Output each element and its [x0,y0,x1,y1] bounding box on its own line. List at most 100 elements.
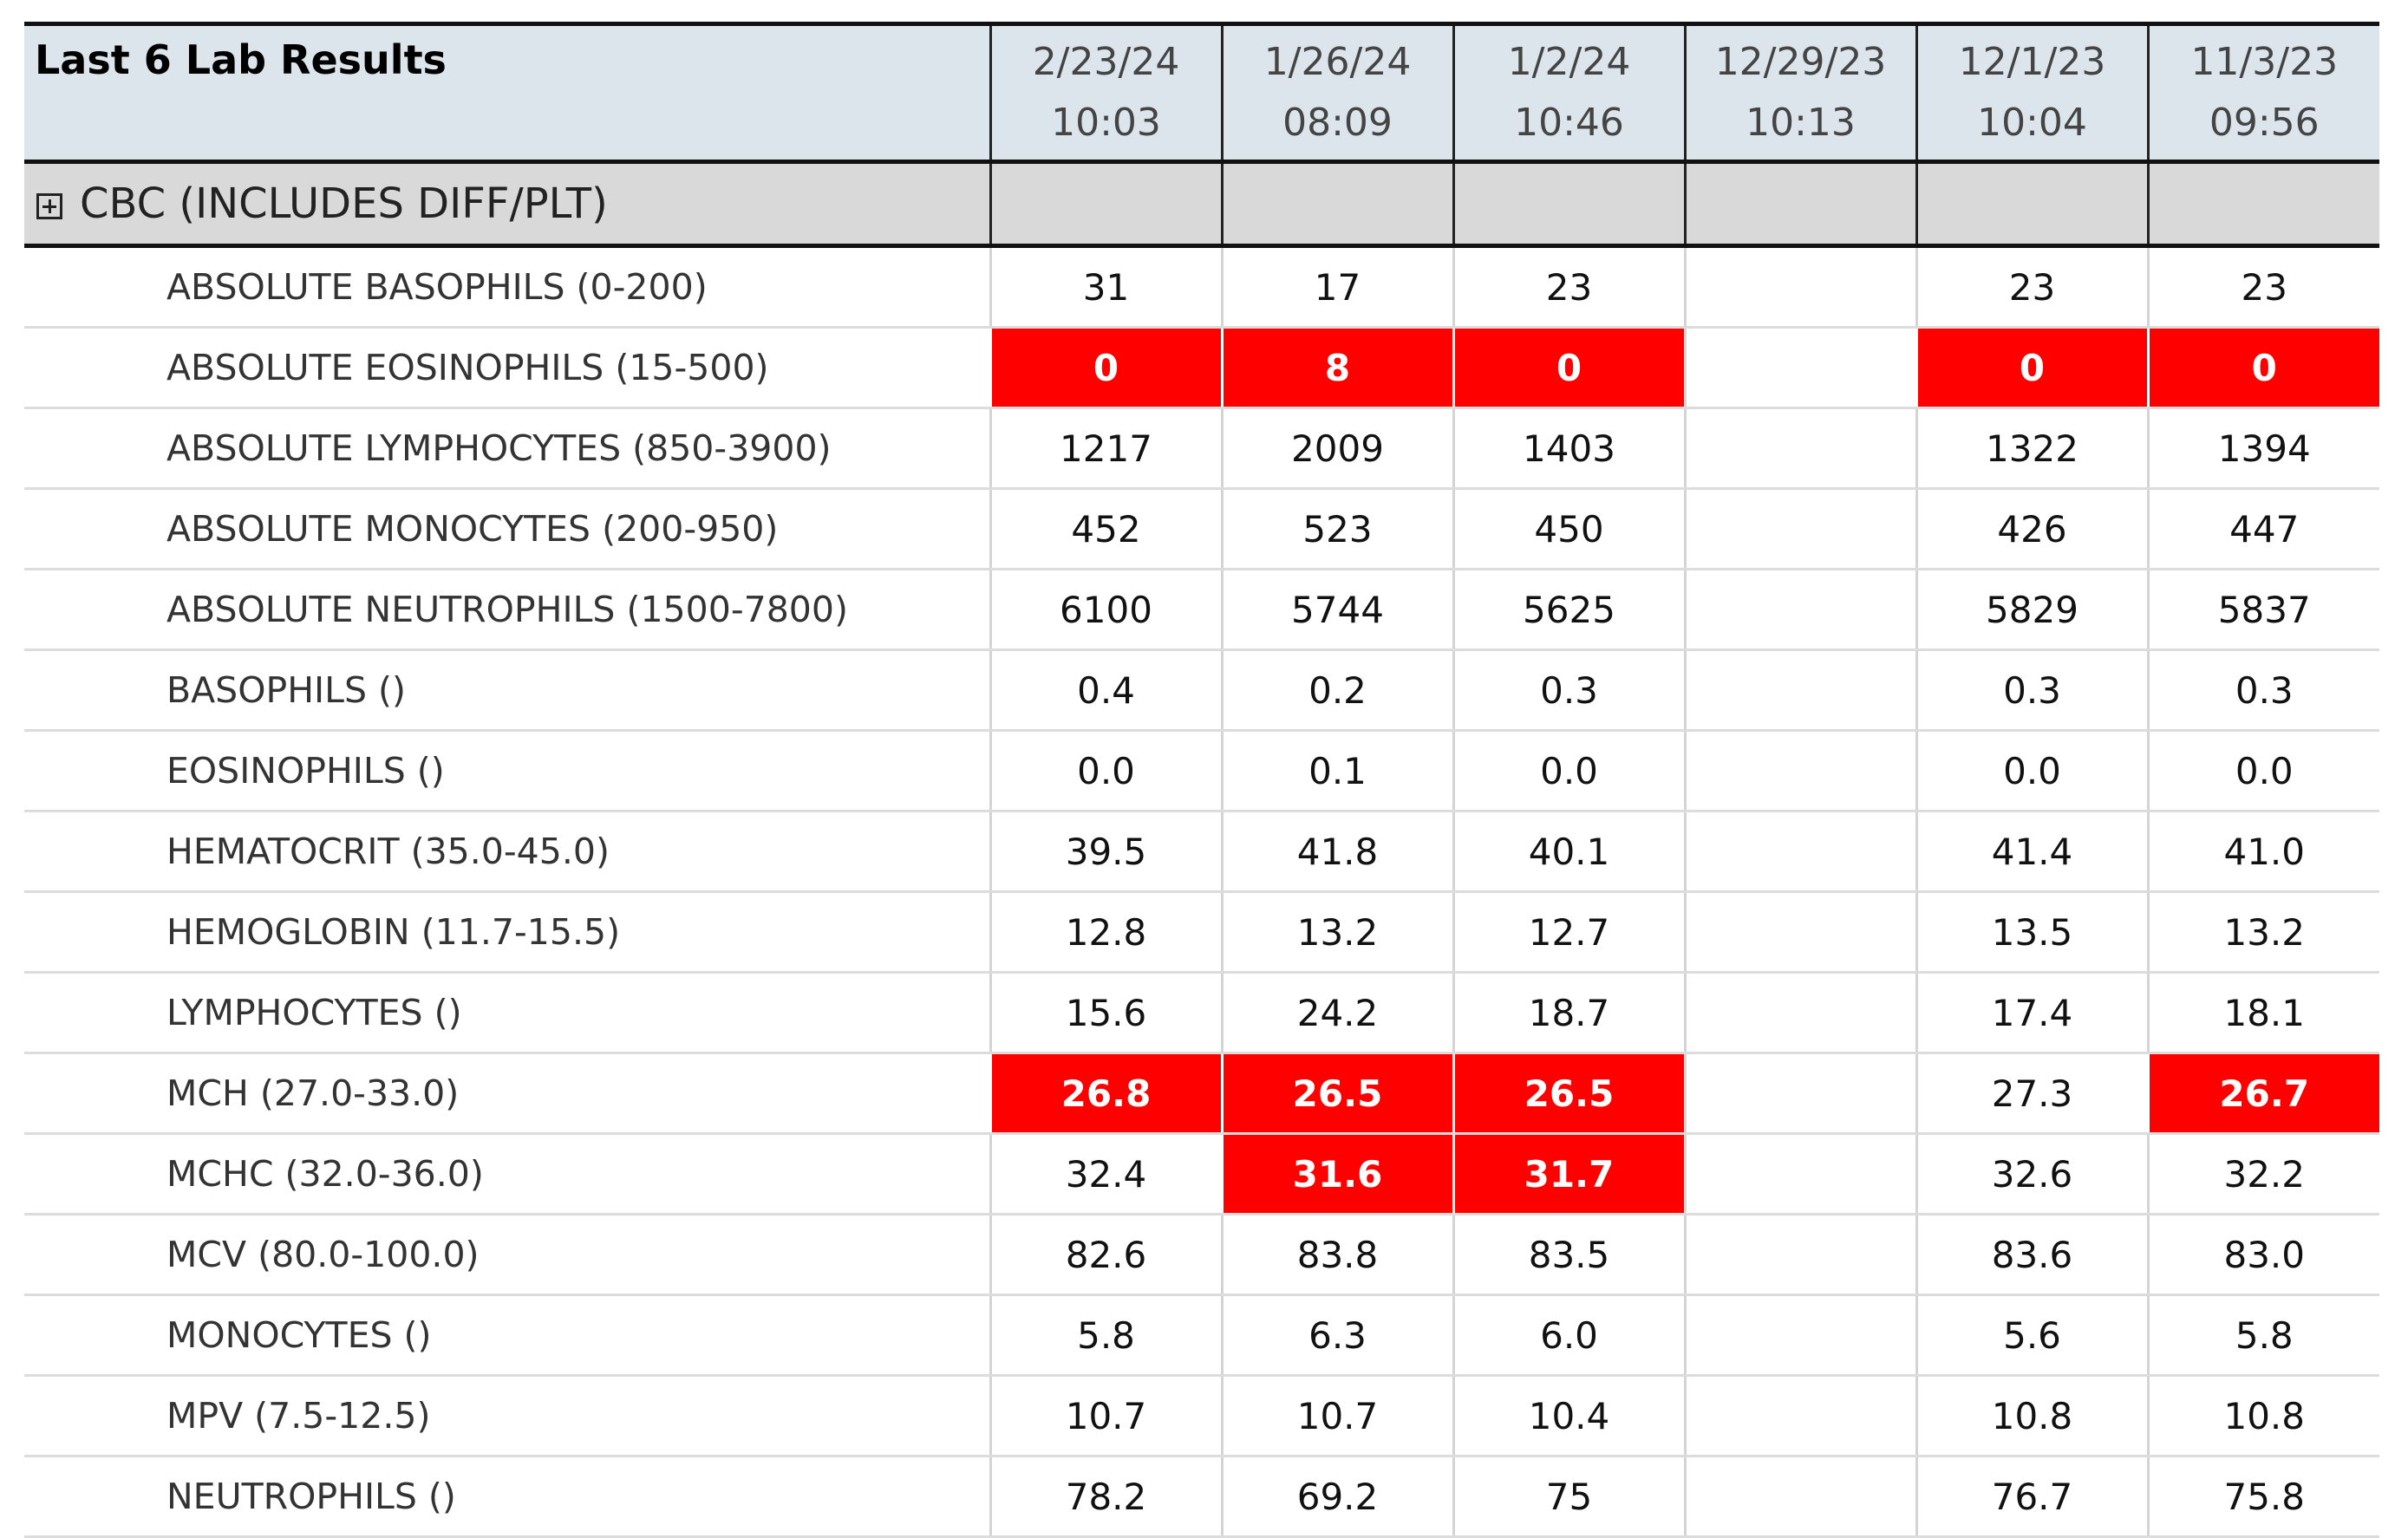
abnormal-value: 0 [989,327,1222,409]
result-value [1683,488,1916,570]
column-time: 09:56 [2209,101,2320,145]
column-time: 10:04 [1977,101,2087,145]
result-row: HEMOGLOBIN (11.7-15.5) 12.8 13.2 12.7 13.5 13… [24,891,2379,974]
result-value: 0.1 [1220,730,1453,812]
group-empty-cell [1683,161,1916,248]
column-date: 1/2/24 [1507,40,1631,84]
result-row: HEMATOCRIT (35.0-45.0) 39.5 41.8 40.1 41.4 41… [24,811,2379,893]
result-value [1683,1456,1916,1538]
result-value: 5625 [1452,569,1685,651]
result-value: 5.6 [1915,1294,2148,1377]
column-header: 12/1/23 10:04 [1915,22,2148,164]
result-value: 1217 [989,407,1222,490]
result-value [1683,1294,1916,1377]
result-value: 13.2 [2146,891,2379,974]
result-value: 10.8 [2146,1375,2379,1457]
result-value: 17 [1220,245,1453,329]
column-time: 10:46 [1514,101,1624,145]
abnormal-value: 26.5 [1452,1052,1685,1135]
column-date: 12/29/23 [1714,40,1887,84]
result-value: 6.0 [1452,1294,1685,1377]
result-value: 10.7 [989,1375,1222,1457]
test-name: ABSOLUTE BASOPHILS (0-200) [24,245,990,329]
test-name: HEMATOCRIT (35.0-45.0) [24,811,990,893]
test-name: EOSINOPHILS () [24,730,990,812]
group-cell[interactable]: CBC (INCLUDES DIFF/PLT) [24,161,990,248]
result-value: 83.6 [1915,1214,2148,1296]
result-value [1683,1133,1916,1215]
result-value: 41.8 [1220,811,1453,893]
result-value: 83.8 [1220,1214,1453,1296]
result-row: ABSOLUTE BASOPHILS (0-200) 31 17 23 23 23 [24,245,2379,329]
result-value [1683,1214,1916,1296]
test-name: ABSOLUTE MONOCYTES (200-950) [24,488,990,570]
column-date: 11/3/23 [2190,40,2339,84]
result-row: MONOCYTES () 5.8 6.3 6.0 5.6 5.8 [24,1294,2379,1377]
result-value: 83.0 [2146,1214,2379,1296]
result-value: 0.0 [1915,730,2148,812]
result-value: 0.3 [2146,649,2379,732]
column-header: 12/29/23 10:13 [1683,22,1916,164]
result-value: 447 [2146,488,2379,570]
column-header: 2/23/24 10:03 [989,22,1222,164]
result-value [1683,972,1916,1054]
result-value: 69.2 [1220,1456,1453,1538]
result-value: 12.8 [989,891,1222,974]
result-value: 18.1 [2146,972,2379,1054]
result-value: 2009 [1220,407,1453,490]
result-value [1683,407,1916,490]
test-name: MCHC (32.0-36.0) [24,1133,990,1215]
test-name: MCV (80.0-100.0) [24,1214,990,1296]
group-row[interactable]: CBC (INCLUDES DIFF/PLT) [24,161,2379,248]
result-row: MCH (27.0-33.0) 26.8 26.5 26.5 27.3 26.7 [24,1052,2379,1135]
result-value: 75.8 [2146,1456,2379,1538]
result-value: 0.3 [1915,649,2148,732]
result-value: 76.7 [1915,1456,2148,1538]
abnormal-value: 0 [1915,327,2148,409]
group-empty-cell [1915,161,2148,248]
result-value: 78.2 [989,1456,1222,1538]
result-value: 6100 [989,569,1222,651]
result-value: 18.7 [1452,972,1685,1054]
result-row: ABSOLUTE NEUTROPHILS (1500-7800) 6100 5744… [24,569,2379,651]
group-empty-cell [2146,161,2379,248]
result-value: 41.4 [1915,811,2148,893]
result-value: 27.3 [1915,1052,2148,1135]
column-date: 12/1/23 [1958,40,2106,84]
abnormal-value: 31.6 [1220,1133,1453,1215]
result-value [1683,730,1916,812]
result-value: 15.6 [989,972,1222,1054]
result-row: MPV (7.5-12.5) 10.7 10.7 10.4 10.8 10.8 [24,1375,2379,1457]
result-value: 23 [2146,245,2379,329]
lab-table: Last 6 Lab Results 2/23/24 10:03 1/26/24 08… [24,22,2379,1538]
test-name: MPV (7.5-12.5) [24,1375,990,1457]
result-value: 0.2 [1220,649,1453,732]
expand-icon[interactable] [36,193,62,219]
result-value: 0.3 [1452,649,1685,732]
result-value: 13.2 [1220,891,1453,974]
result-value: 12.7 [1452,891,1685,974]
header-row: Last 6 Lab Results 2/23/24 10:03 1/26/24 08… [24,22,2379,164]
result-value: 450 [1452,488,1685,570]
result-value: 83.5 [1452,1214,1685,1296]
result-value [1683,569,1916,651]
column-date: 1/26/24 [1263,40,1412,84]
result-value: 23 [1452,245,1685,329]
column-time: 10:13 [1746,101,1856,145]
abnormal-value: 8 [1220,327,1453,409]
result-value: 426 [1915,488,2148,570]
result-value: 0.0 [2146,730,2379,812]
result-value: 32.4 [989,1133,1222,1215]
abnormal-value: 26.8 [989,1052,1222,1135]
result-value: 10.7 [1220,1375,1453,1457]
result-row: EOSINOPHILS () 0.0 0.1 0.0 0.0 0.0 [24,730,2379,812]
result-value: 1322 [1915,407,2148,490]
column-header: 11/3/23 09:56 [2146,22,2379,164]
result-value: 0.4 [989,649,1222,732]
column-header: 1/2/24 10:46 [1452,22,1685,164]
result-value: 31 [989,245,1222,329]
result-value [1683,811,1916,893]
test-name: MCH (27.0-33.0) [24,1052,990,1135]
abnormal-value: 26.5 [1220,1052,1453,1135]
column-time: 10:03 [1051,101,1161,145]
